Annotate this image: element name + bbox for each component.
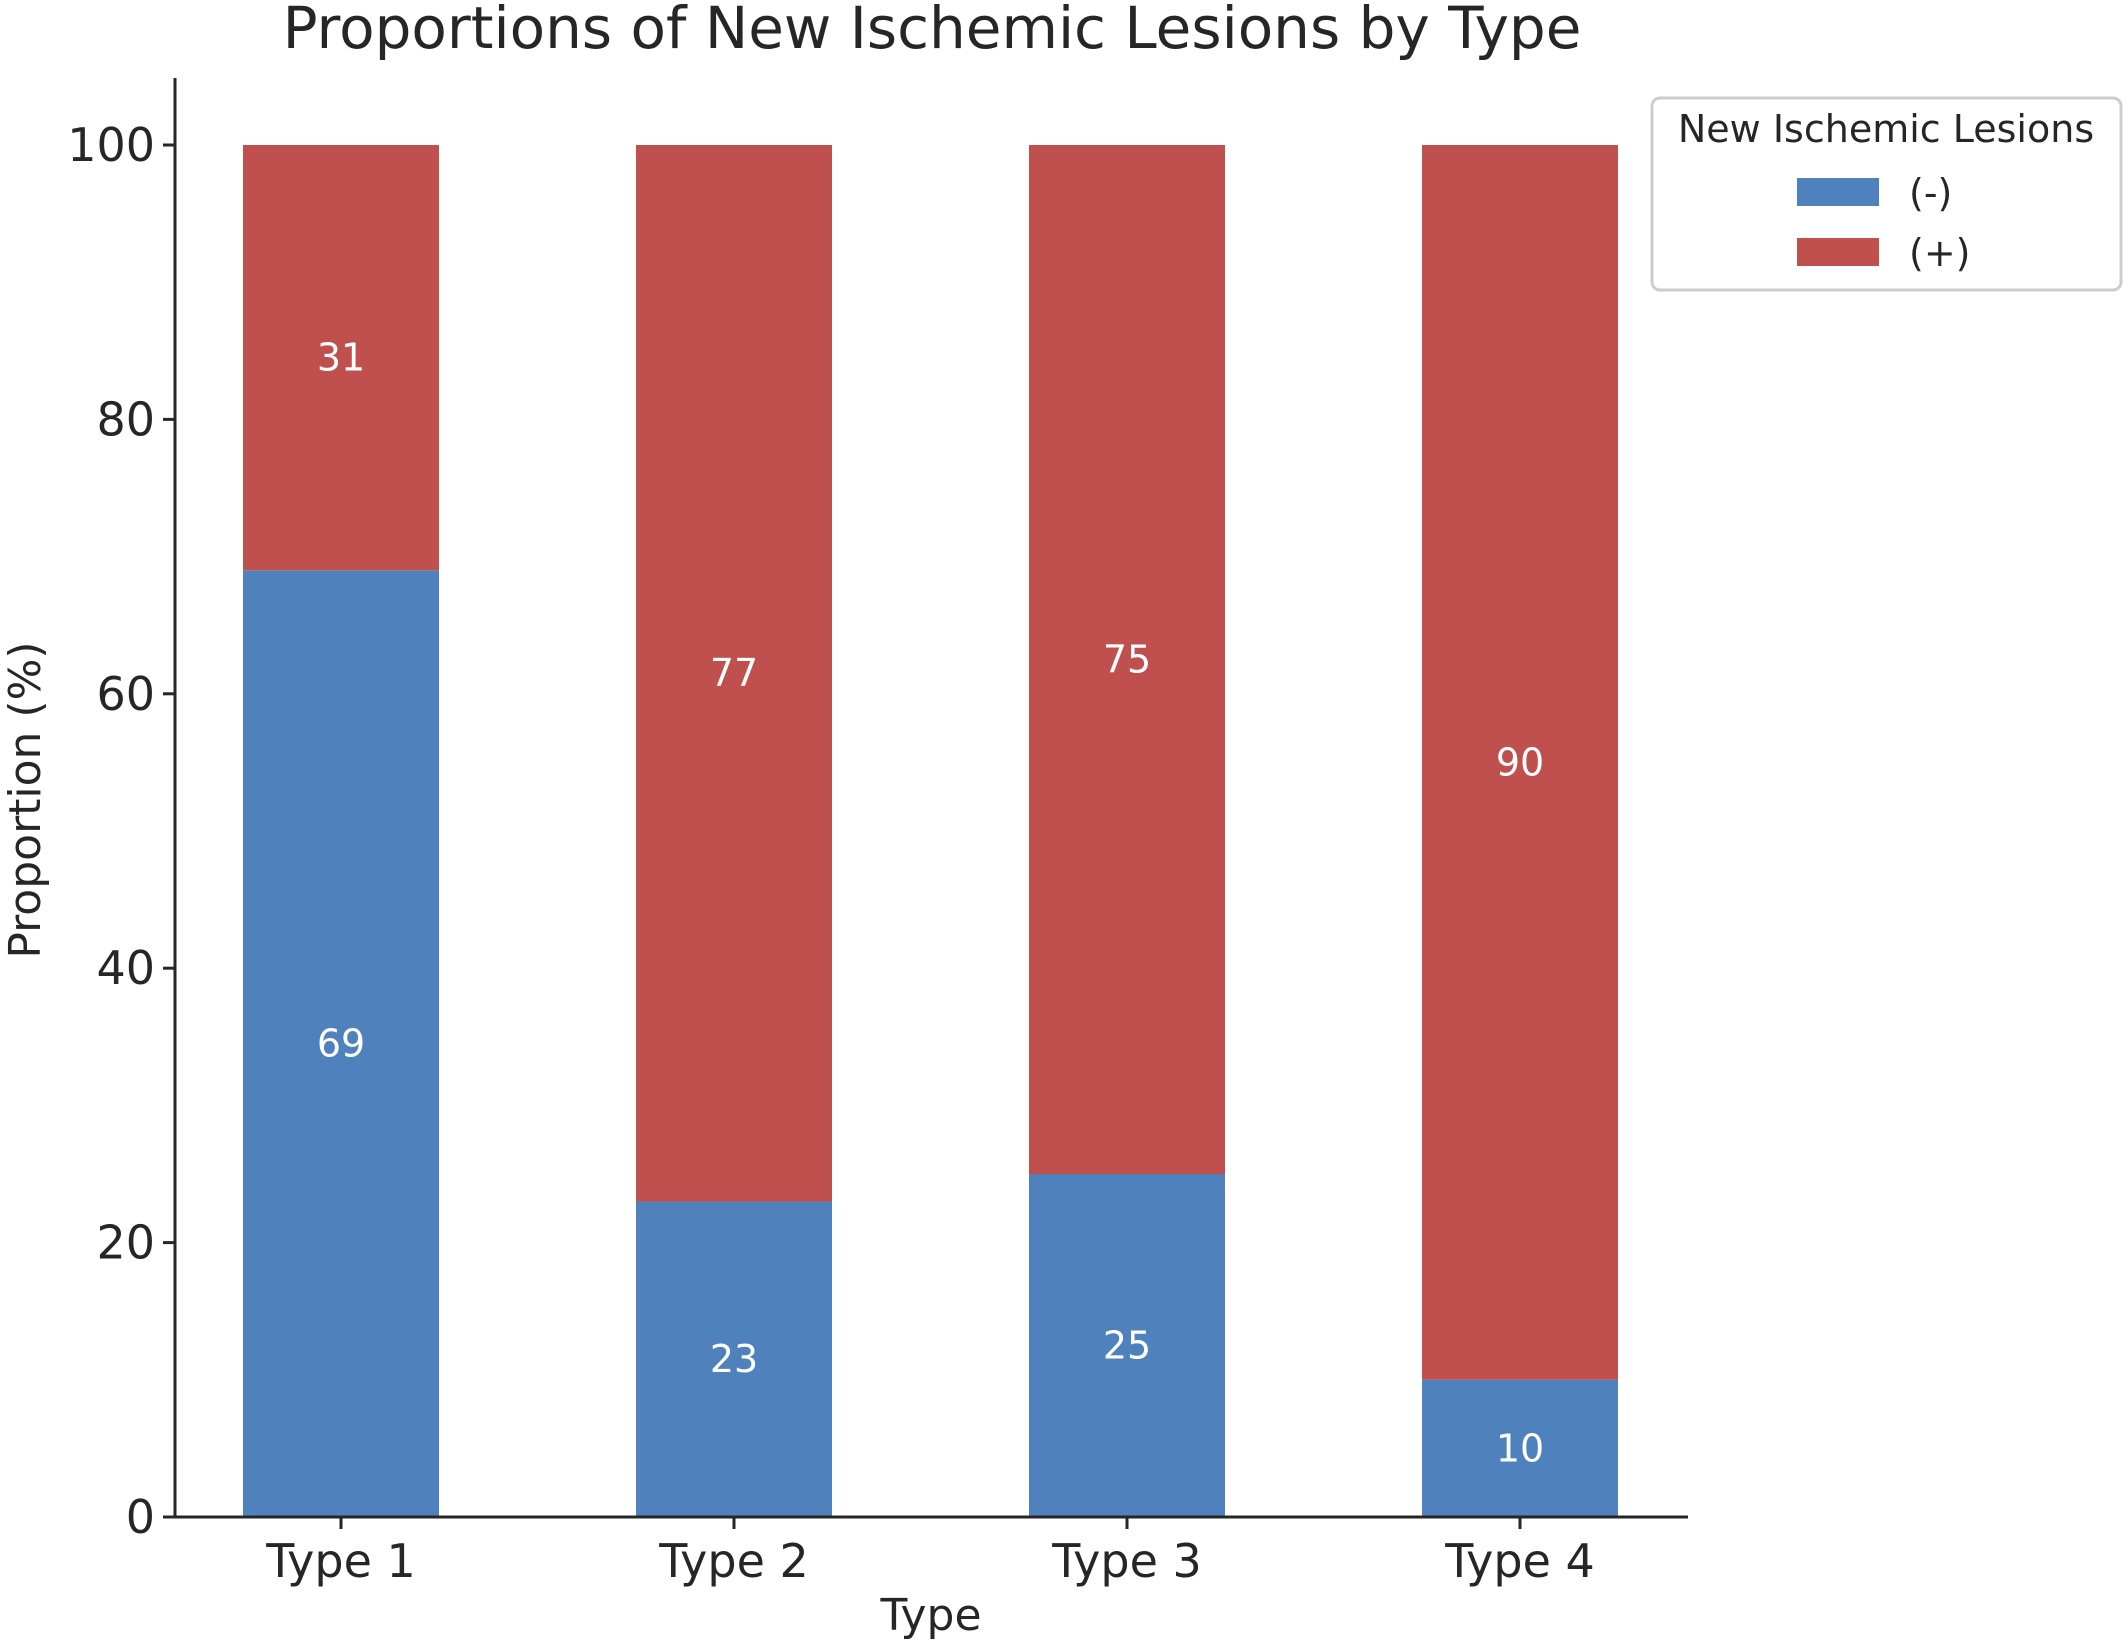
legend-title: New Ischemic Lesions	[1678, 107, 2094, 151]
bars-layer	[243, 145, 1618, 1517]
bar-segment-negative	[243, 570, 439, 1517]
legend-box	[1650, 96, 2123, 292]
y-tick-label: 0	[126, 1490, 155, 1544]
x-ticks-layer: Type 1 Type 2 Type 3 Type 4	[265, 1517, 1595, 1588]
bar-value-label: 23	[710, 1337, 758, 1381]
bar-value-label: 25	[1103, 1324, 1151, 1368]
bar-segment-positive	[1422, 145, 1618, 1380]
bar-value-label: 75	[1103, 638, 1151, 682]
bar-segment-positive	[243, 145, 439, 571]
legend-swatch	[1797, 238, 1879, 266]
x-tick-label: Type 3	[1051, 1534, 1202, 1588]
y-tick-label: 60	[96, 667, 155, 721]
x-tick-label: Type 2	[658, 1534, 809, 1588]
bar-segment-negative	[1029, 1174, 1225, 1517]
bar-segment-negative	[1422, 1379, 1618, 1517]
y-tick-label: 100	[67, 118, 155, 172]
bar-value-label: 31	[317, 336, 365, 380]
y-axis-label: Proportion (%)	[0, 641, 51, 958]
bar-value-label: 10	[1496, 1426, 1544, 1470]
legend-label: (-)	[1909, 171, 1952, 215]
bar-labels-layer: 69 31 23 77 25 75 10 90	[317, 336, 1544, 1471]
bar-segment-positive	[1029, 145, 1225, 1174]
bar-value-label: 90	[1496, 740, 1544, 784]
y-tick-label: 20	[96, 1216, 155, 1270]
y-ticks-layer: 0 20 40 60 80 100	[67, 118, 175, 1544]
bar-value-label: 77	[710, 651, 758, 695]
legend: New Ischemic Lesions (-) (+)	[1650, 96, 2123, 292]
bar-segment-negative	[636, 1201, 832, 1517]
x-tick-label: Type 4	[1444, 1534, 1595, 1588]
bar-segment-positive	[636, 145, 832, 1202]
x-tick-label: Type 1	[265, 1534, 416, 1588]
bar-value-label: 69	[317, 1022, 365, 1066]
y-tick-label: 80	[96, 392, 155, 446]
legend-entries: (-) (+)	[1797, 171, 1971, 275]
legend-label: (+)	[1909, 231, 1971, 275]
legend-swatch	[1797, 178, 1879, 206]
x-axis-label: Type	[879, 1590, 981, 1641]
axes-layer	[173, 78, 1688, 1519]
chart-title: Proportions of New Ischemic Lesions by T…	[283, 0, 1582, 62]
y-tick-label: 40	[96, 941, 155, 995]
